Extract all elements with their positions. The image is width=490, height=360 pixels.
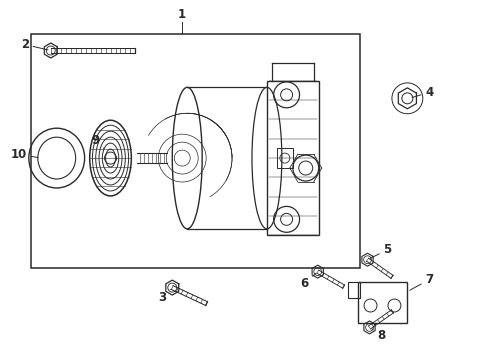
Bar — [347, 282, 360, 298]
Bar — [267, 81, 318, 235]
Text: 1: 1 — [178, 8, 186, 21]
Text: 10: 10 — [11, 148, 38, 161]
Text: 3: 3 — [158, 289, 171, 304]
Text: 7: 7 — [410, 273, 433, 290]
Text: 5: 5 — [370, 243, 392, 258]
Text: 4: 4 — [412, 86, 434, 99]
Text: 8: 8 — [372, 329, 386, 342]
Text: 6: 6 — [301, 274, 316, 290]
Bar — [31, 33, 360, 268]
Text: 9: 9 — [92, 134, 103, 148]
Text: 2: 2 — [21, 38, 48, 51]
Bar — [358, 282, 407, 323]
Bar — [277, 148, 293, 168]
